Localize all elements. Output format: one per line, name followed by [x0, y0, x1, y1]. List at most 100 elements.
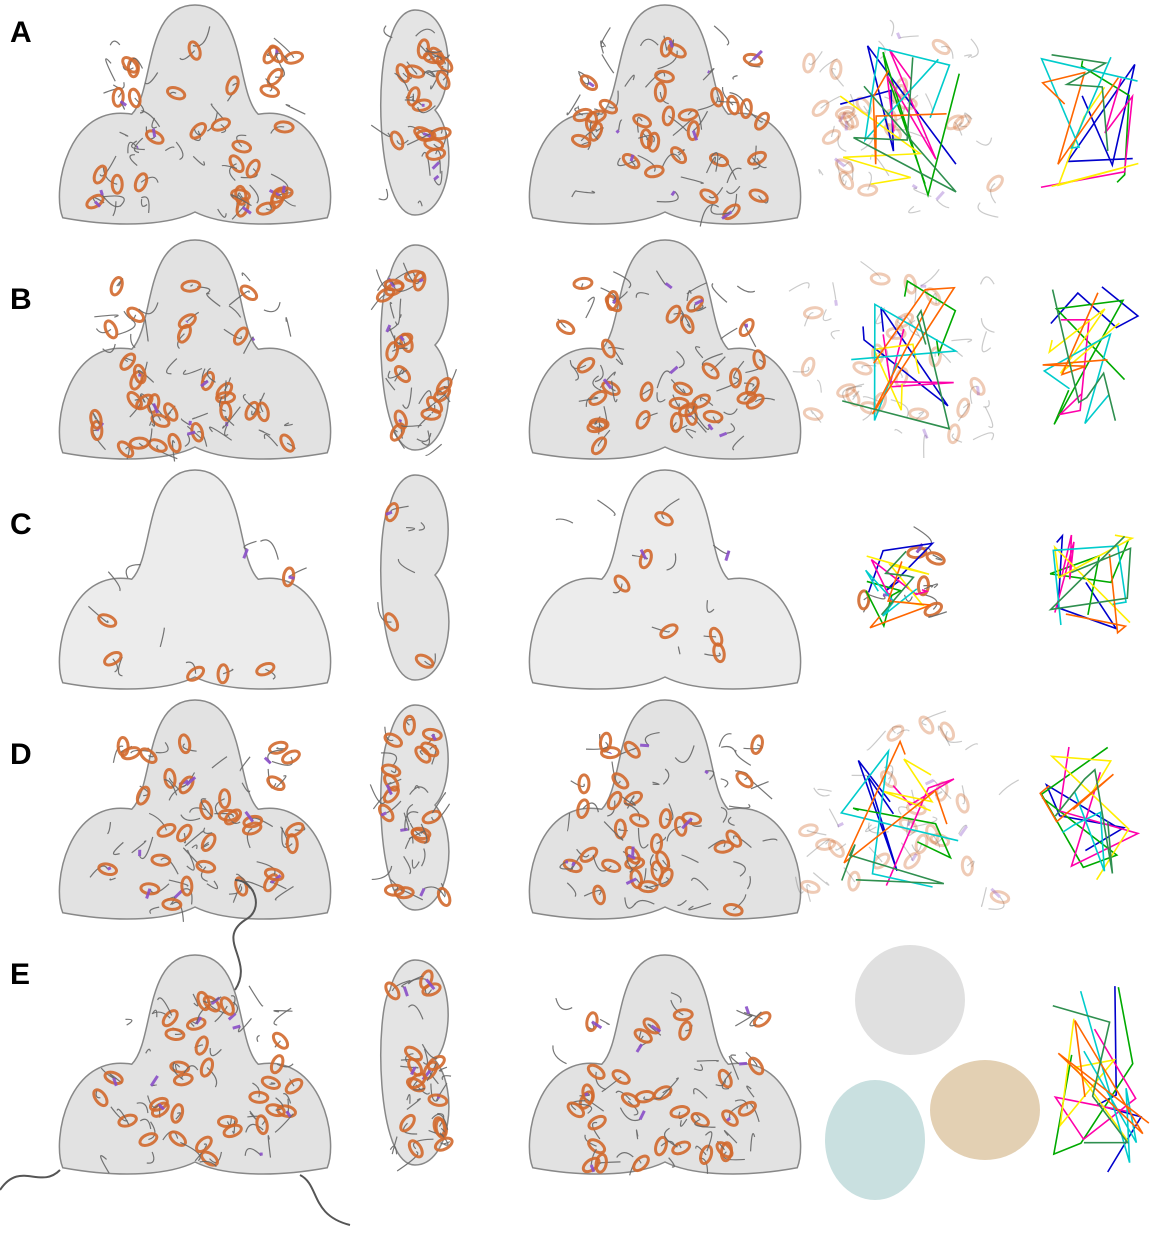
trace [1097, 986, 1141, 1172]
subunit [825, 1080, 925, 1200]
strand [233, 1026, 241, 1028]
backbone [553, 1045, 567, 1063]
density-map [59, 470, 330, 689]
backbone [956, 351, 962, 356]
backbone [586, 742, 608, 749]
backbone [868, 172, 872, 190]
backbone [991, 183, 996, 203]
strand [708, 72, 710, 73]
backbone [286, 105, 305, 115]
strand [631, 155, 633, 161]
strand [573, 862, 574, 866]
backbone [924, 435, 927, 458]
backbone [833, 282, 836, 300]
density-map [59, 955, 330, 1174]
backbone [926, 93, 933, 112]
backbone [274, 1011, 293, 1012]
backbone [721, 779, 728, 787]
backbone [924, 584, 937, 589]
trace [1043, 293, 1108, 375]
subunit [855, 945, 965, 1055]
strand [897, 33, 899, 39]
backbone [890, 20, 894, 36]
backbone [921, 269, 940, 286]
backbone [712, 284, 727, 303]
strand [617, 130, 619, 132]
panel-label: C [10, 508, 32, 541]
backbone [244, 541, 256, 549]
backbone [829, 809, 838, 827]
strand [926, 780, 934, 784]
backbone [96, 329, 111, 333]
backbone [909, 206, 921, 213]
backbone [714, 26, 729, 45]
backbone [600, 1019, 609, 1024]
backbone [793, 367, 809, 372]
strand [289, 577, 295, 578]
strand [727, 1118, 730, 1121]
backbone [900, 36, 919, 39]
subunit [930, 1060, 1040, 1160]
backbone [260, 540, 278, 560]
backbone [914, 527, 932, 544]
backbone [721, 747, 735, 753]
strand [739, 1063, 747, 1064]
strand [399, 420, 400, 422]
strand [283, 186, 284, 193]
backbone [973, 433, 993, 440]
backbone [578, 106, 579, 110]
backbone [978, 203, 998, 218]
backbone [110, 41, 120, 45]
trace [1054, 987, 1133, 1154]
backbone [556, 998, 572, 1009]
backbone [983, 400, 989, 407]
strand [913, 185, 917, 188]
density-map [59, 700, 330, 919]
backbone [951, 339, 971, 342]
backbone [871, 155, 889, 176]
trace [866, 581, 901, 626]
backbone [895, 429, 902, 433]
backbone [602, 54, 614, 73]
strand [640, 745, 649, 746]
density-map [529, 470, 800, 689]
strand [978, 386, 979, 395]
backbone [999, 780, 1019, 795]
panel-row: C [10, 470, 1132, 689]
strand [589, 83, 594, 87]
strand [705, 771, 708, 773]
backbone [106, 59, 116, 81]
backbone [823, 309, 831, 320]
backbone [264, 302, 280, 312]
strand [108, 868, 111, 869]
backbone [249, 986, 263, 1006]
panel-label: B [10, 283, 32, 316]
backbone [817, 380, 821, 393]
strand [836, 300, 837, 306]
trace [1060, 747, 1138, 866]
strand [101, 190, 103, 195]
figure: ABCDE [0, 0, 1161, 1247]
tail [300, 1175, 350, 1225]
panel-label: A [10, 16, 32, 49]
trace [1053, 290, 1116, 421]
strand [585, 1094, 588, 1095]
backbone [964, 55, 971, 58]
backbone [379, 189, 388, 200]
backbone [982, 887, 987, 906]
backbone [867, 731, 885, 750]
backbone [982, 331, 991, 351]
density-map [529, 240, 800, 459]
backbone [866, 825, 877, 832]
backbone [586, 297, 594, 318]
backbone [729, 804, 750, 808]
strand [400, 829, 407, 830]
backbone [736, 750, 751, 765]
backbone [965, 744, 977, 750]
backbone [981, 277, 995, 284]
backbone [976, 138, 991, 146]
backbone [733, 76, 738, 80]
backbone [789, 283, 809, 291]
backbone [117, 320, 135, 335]
backbone [556, 519, 573, 523]
